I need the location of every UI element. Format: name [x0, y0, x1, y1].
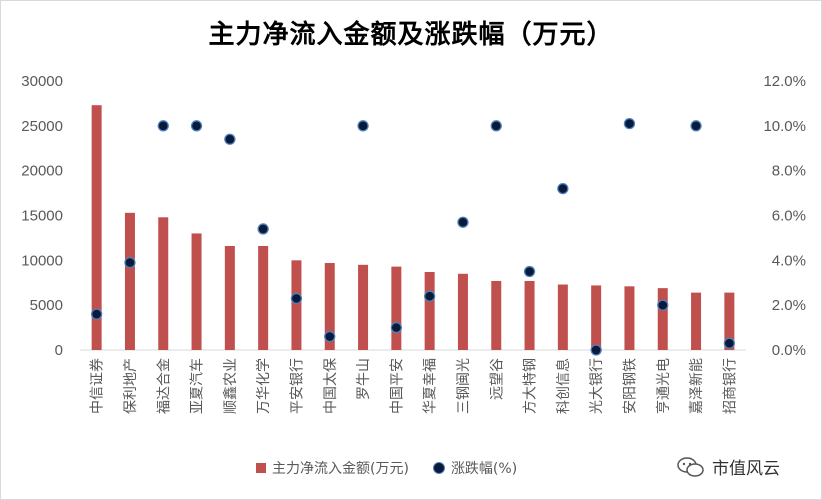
- watermark: 市值风云: [676, 454, 780, 479]
- data-point: [224, 133, 236, 145]
- data-point: [190, 120, 203, 132]
- x-tick-label: 招商银行: [722, 358, 738, 414]
- bar: [191, 233, 202, 350]
- x-tick-label: 光大银行: [589, 358, 605, 414]
- bar: [557, 284, 568, 350]
- x-tick-label: 亚夏汽车: [189, 358, 206, 414]
- y-left-tick-label: 10000: [21, 252, 63, 269]
- x-tick-label: 平安银行: [289, 358, 305, 414]
- y-left-tick-label: 0: [55, 342, 63, 359]
- y-left-tick-label: 20000: [21, 163, 63, 180]
- y-right-tick-label: 2.0%: [772, 297, 806, 314]
- x-tick-label: 中国平安: [389, 358, 405, 414]
- x-tick-label: 三钢闽光: [456, 358, 472, 414]
- bar: [324, 263, 335, 350]
- y-left-tick-label: 30000: [21, 73, 63, 90]
- bar: [457, 273, 468, 350]
- y-right-tick-label: 10.0%: [763, 118, 806, 135]
- y-right-tick-label: 6.0%: [772, 208, 806, 225]
- data-point: [91, 308, 103, 320]
- x-tick-label: 中国太保: [323, 358, 339, 414]
- bar: [624, 286, 635, 350]
- bar: [291, 260, 302, 350]
- chart-title: 主力净流入金额及涨跌幅（万元）: [208, 20, 614, 50]
- x-tick-label: 嘉泽新能: [689, 358, 705, 414]
- data-point: [557, 182, 569, 195]
- y-right-tick-label: 4.0%: [772, 252, 806, 269]
- bar: [224, 245, 235, 350]
- data-point: [457, 216, 469, 228]
- bar: [391, 266, 402, 350]
- bar: [524, 280, 535, 350]
- y-left-tick-label: 15000: [21, 208, 63, 225]
- data-point: [657, 299, 669, 311]
- x-tick-label: 方大特钢: [523, 358, 539, 414]
- y-right-tick-label: 0.0%: [772, 342, 806, 359]
- x-tick-label: 科创信息: [555, 358, 572, 414]
- data-point: [423, 290, 436, 302]
- legend-bar-swatch: [256, 463, 266, 473]
- y-left-tick-label: 25000: [21, 118, 63, 135]
- data-point: [257, 223, 269, 235]
- data-point: [723, 337, 735, 349]
- x-tick-label: 罗牛山: [356, 358, 372, 400]
- x-tick-label: 保利地产: [123, 358, 139, 414]
- legend-dot-label: 涨跌幅(%): [450, 461, 518, 477]
- data-point: [290, 292, 303, 305]
- watermark-text: 市值风云: [712, 459, 780, 479]
- data-point: [324, 330, 336, 343]
- wechat-icon: [677, 456, 704, 477]
- bar: [591, 285, 602, 350]
- data-point: [357, 120, 369, 132]
- data-point: [124, 256, 136, 269]
- x-tick-label: 顺鑫农业: [222, 358, 239, 414]
- x-tick-label: 万华化学: [256, 358, 272, 414]
- data-point: [590, 344, 602, 356]
- bar: [358, 264, 369, 350]
- bar: [491, 280, 502, 350]
- data-point: [490, 120, 502, 132]
- legend-bar-label: 主力净流入金额(万元): [272, 461, 409, 477]
- bar: [424, 271, 435, 350]
- bar: [691, 292, 702, 350]
- x-tick-label: 远望谷: [489, 358, 505, 400]
- x-tick-label: 华夏幸福: [423, 358, 439, 414]
- data-point: [690, 120, 702, 132]
- bar: [158, 217, 169, 350]
- y-right-tick-label: 8.0%: [772, 163, 806, 180]
- data-point: [157, 120, 169, 132]
- data-point: [390, 321, 403, 334]
- bar: [258, 245, 269, 350]
- x-tick-label: 亨通光电: [655, 358, 672, 414]
- data-point: [623, 117, 636, 130]
- x-tick-label: 中信证券: [90, 358, 106, 414]
- bar: [91, 105, 102, 351]
- bar: [124, 212, 135, 350]
- x-tick-label: 安阳钢铁: [622, 358, 638, 414]
- legend-dot-swatch: [432, 462, 445, 474]
- y-right-tick-label: 12.0%: [763, 73, 806, 90]
- bar: [724, 292, 735, 350]
- data-point: [523, 265, 536, 278]
- bar: [657, 288, 668, 350]
- x-tick-label: 福达合金: [156, 358, 172, 414]
- y-left-tick-label: 5000: [30, 297, 63, 314]
- legend: 主力净流入金额(万元) 涨跌幅(%): [256, 458, 517, 478]
